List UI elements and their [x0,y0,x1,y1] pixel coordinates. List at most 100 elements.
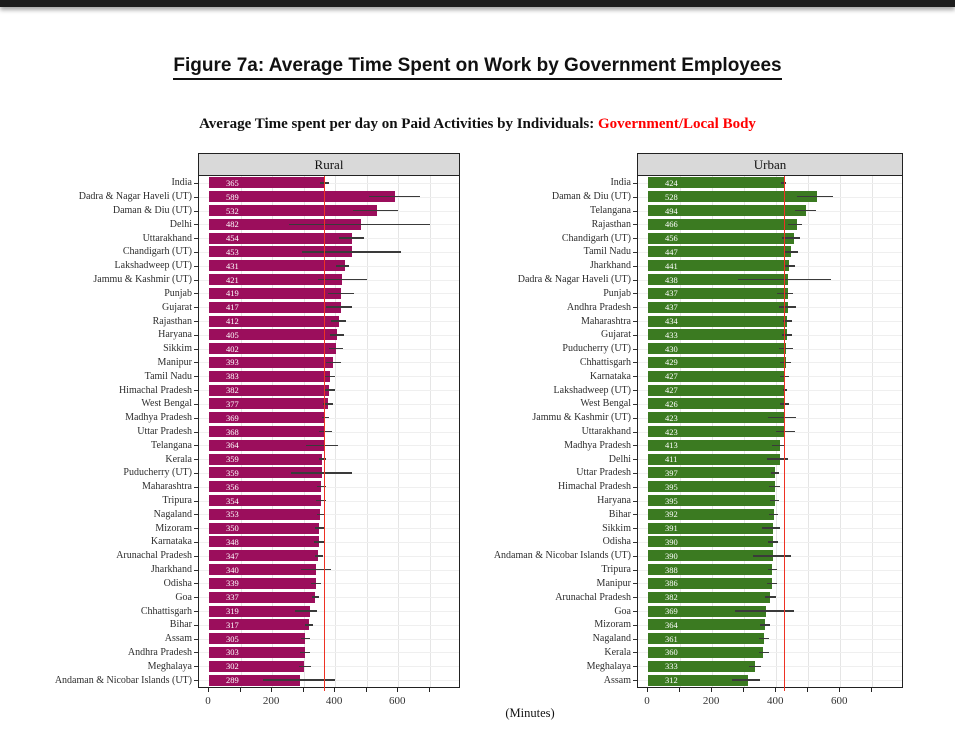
bar [648,343,786,355]
urban-plot-area: India 424 Daman & Diu (UT) 528 Telangana 494 R… [494,175,903,691]
error-bar [771,472,780,474]
bar [648,301,789,313]
bar [209,329,337,341]
error-bar [301,637,310,640]
bar-value-label: 430 [665,343,678,354]
bar [648,315,788,327]
axis-tick-label: 200 [262,695,280,707]
bar [648,177,784,189]
category-tick [633,541,637,543]
category-tick [633,251,637,253]
axis-tick [397,688,399,692]
bar-value-label: 383 [226,371,239,382]
error-bar [314,541,324,543]
category-tick [194,541,198,543]
bar [209,246,352,258]
axis-tick [679,688,681,692]
error-bar [758,637,770,640]
category-label: Gujarat [162,301,192,313]
bar [648,605,767,617]
category-label: Tripura [601,564,631,576]
bar [209,453,323,465]
bar-value-label: 359 [226,454,239,465]
error-bar [327,292,355,295]
axis-tick-label: 400 [325,695,343,707]
bar [209,577,316,589]
category-label: Puducherry (UT) [562,343,631,355]
category-label: Goa [614,605,631,617]
category-label: Assam [603,674,631,686]
bar-value-label: 421 [226,274,239,285]
bar-value-label: 360 [665,647,678,658]
category-label: Kerala [165,453,192,465]
error-bar [758,651,769,654]
bar-value-label: 369 [665,606,678,617]
bar [648,260,790,272]
figure-title: Figure 7a: Average Time Spent on Work by… [173,55,782,80]
bar [648,522,774,534]
bar-value-label: 411 [665,454,678,465]
category-label: Telangana [151,439,192,451]
category-label: Sikkim [602,522,631,534]
error-bar [291,472,352,474]
bar-value-label: 454 [226,233,239,244]
axis-tick [711,688,713,692]
category-tick [633,210,637,212]
bar-value-label: 289 [226,675,239,686]
bar [648,274,789,286]
error-bar [781,237,800,239]
bar [648,481,775,493]
category-tick [633,238,637,240]
category-tick [633,666,637,668]
category-label: West Bengal [580,398,631,410]
category-label: Mizoram [594,619,631,631]
bar [209,633,306,645]
category-label: Madhya Pradesh [564,439,631,451]
gridline [638,652,902,654]
bar [209,191,395,203]
axis-tick [428,688,430,692]
error-bar [321,416,330,419]
bar [209,508,321,520]
gridline [199,624,459,626]
category-label: Manipur [157,356,192,368]
reference-line [324,176,326,691]
bar-value-label: 423 [665,412,678,423]
bar [209,564,317,576]
category-tick [633,431,637,433]
category-label: Rajasthan [152,315,192,327]
category-label: Daman & Diu (UT) [112,205,192,217]
category-tick [194,293,198,295]
category-tick [194,666,198,668]
bar-value-label: 333 [665,661,678,672]
gridline [199,583,459,585]
axis-tick-label: 600 [388,695,406,707]
category-tick [194,348,198,350]
error-bar [301,568,331,571]
bar-value-label: 413 [665,440,678,451]
bar [648,356,786,368]
axis-tick [365,688,367,692]
urban-panel-title: Urban [753,157,787,172]
bar-value-label: 312 [665,675,678,686]
category-label: Himachal Pradesh [118,384,192,396]
category-tick [194,500,198,502]
category-label: Uttar Pradesh [137,426,192,437]
error-bar [306,444,339,447]
bar-value-label: 354 [226,495,239,506]
error-bar [783,251,799,253]
category-tick [633,321,637,322]
category-tick [194,445,198,447]
category-label: Haryana [158,329,192,341]
bar-value-label: 441 [665,260,678,271]
category-tick [633,611,637,613]
bar-value-label: 482 [226,219,239,230]
bar-value-label: 302 [226,661,239,672]
error-bar [753,555,791,557]
bar [648,633,764,645]
gridline [199,597,459,599]
x-axis-unit-label: (Minutes) [505,706,555,720]
gridline [199,500,459,502]
bar [209,356,333,368]
category-label: Maharashtra [581,315,631,327]
